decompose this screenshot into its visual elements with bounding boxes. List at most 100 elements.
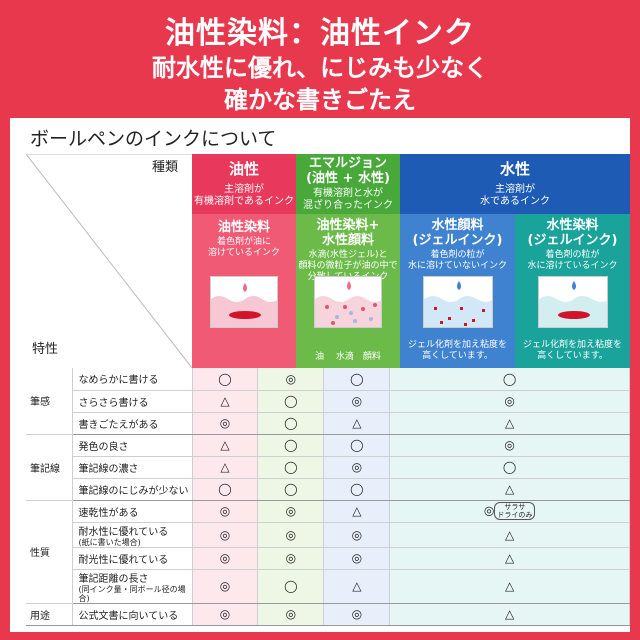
- category-emulsion: エマルジョン (油性 + 水性) 有機溶剤と水が 混ざり合ったインク: [296, 154, 400, 214]
- feature-text: 公式文書に向いている: [78, 610, 179, 622]
- rating-mark: △: [505, 607, 515, 621]
- rating-cell: △: [389, 412, 630, 435]
- rating-cell: ◯: [257, 390, 325, 413]
- table-row: 書きごたえがある ◎ ◯ △ △: [26, 412, 630, 435]
- rating-mark: ◎: [219, 527, 231, 542]
- feature-label: 耐水性に優れている (紙に書いた場合): [72, 522, 193, 548]
- subheadline-2: 確かな書きごたえ: [224, 86, 416, 114]
- rating-mark: △: [220, 438, 230, 452]
- rating-mark: ◎: [219, 416, 231, 430]
- rating-mark: △: [505, 416, 515, 430]
- rating-mark: ◎: [351, 551, 363, 565]
- rating-mark: ◎: [219, 579, 231, 593]
- rating-cell: △: [192, 434, 259, 457]
- table-row: 性質 速乾性がある ◎ ◎ △ ◎ サラサ ドライのみ: [26, 500, 630, 604]
- rating-note: サラサ ドライのみ: [494, 502, 536, 520]
- rating-mark: ◯: [350, 482, 364, 496]
- rating-mark: △: [505, 482, 515, 496]
- category-title: 水性: [499, 160, 530, 178]
- table-row: 筆感 なめらかに書ける ◯ ◎ ◯ ◯: [26, 368, 630, 435]
- feature-label: 公式文書に向いている: [72, 603, 193, 626]
- rating-cell: ◎: [323, 547, 391, 570]
- rating-cell: △: [323, 500, 391, 523]
- rating-mark: △: [352, 416, 362, 430]
- rating-mark: ◎: [351, 460, 363, 474]
- rating-mark: ◎: [219, 551, 231, 565]
- feature-text: 発色の良さ: [78, 441, 129, 453]
- table-row: 筆記線 発色の良さ △ ◯ ◯ ◎: [26, 434, 630, 501]
- rating-cell: ◎: [192, 569, 259, 604]
- feature-label: 発色の良さ: [72, 434, 193, 457]
- rating-cell: ◎: [192, 412, 259, 435]
- category-sub: 主溶剤が 有機溶剤であるインク: [194, 184, 294, 207]
- rating-cell: △: [192, 390, 259, 413]
- rating-mark: ◎: [351, 527, 363, 542]
- subheadline-1: 耐水性に優れ、にじみも少なく: [151, 54, 489, 82]
- subtype-desc: 着色剤の粒が 水に溶けていないインク: [407, 250, 507, 271]
- rating-cell: ◎: [257, 603, 325, 626]
- subtype-foot: ジェル化剤を加え粘度を 高くしています。: [407, 340, 507, 361]
- subtype-water-dye: 水性染料 (ジェルインク) 着色剤の粒が 水に溶けているインク ジェル化剤を加え…: [515, 214, 630, 368]
- rating-mark: ◎: [504, 438, 515, 452]
- rating-mark: ◯: [218, 371, 232, 386]
- group-label: 筆感: [26, 368, 73, 435]
- category-title: エマルジョン (油性 + 水性): [306, 156, 390, 186]
- rating-cell: ◎: [323, 522, 391, 548]
- rating-cell: ◎: [192, 547, 259, 570]
- subtype-title: 油性染料+ 水性顔料: [316, 218, 380, 248]
- group-label: 筆記線: [26, 434, 73, 501]
- subtype-title: 油性染料: [217, 220, 270, 235]
- comparison-table: 筆感 なめらかに書ける ◯ ◎ ◯ ◯ さらさら書ける △ ◯ ◎ ◎ 書きごたえがある ◎ ◯ △ △ 筆記線…: [26, 368, 630, 626]
- rating-cell: ◎: [257, 368, 325, 391]
- feature-label: 速乾性がある: [72, 500, 193, 523]
- feature-label: 筆記線の濃さ: [72, 456, 193, 479]
- rating-cell: ◯: [192, 368, 259, 391]
- header-banner: 油性染料：油性インク 耐水性に優れ、にじみも少なく 確かな書きごたえ: [0, 0, 640, 118]
- pigment-ink-illustration: [423, 276, 493, 328]
- feature-text: 筆記線の濃さ: [78, 463, 139, 475]
- rating-mark: ◎: [285, 527, 297, 542]
- rating-mark: △: [352, 504, 362, 518]
- rating-mark: ◎: [285, 551, 297, 565]
- water-dye-ink-illustration: [538, 276, 608, 328]
- headline: 油性染料：油性インク: [165, 16, 475, 51]
- category-oil: 油性 主溶剤が 有機溶剤であるインク: [192, 154, 296, 214]
- feature-text: さらさら書ける: [78, 397, 149, 409]
- rating-mark: ◯: [350, 371, 364, 386]
- table-row: 筆記距離の長さ (同インク量・同ボール径の場合) ◎ ◯ △ △: [26, 569, 630, 604]
- rating-mark: ◎: [219, 607, 231, 621]
- rating-cell: ◎: [323, 390, 391, 413]
- table-row: 耐光性に優れている ◎ ◎ ◎ △: [26, 547, 630, 570]
- table-row: さらさら書ける △ ◯ ◎ ◎: [26, 390, 630, 413]
- rating-mark: ◎: [285, 607, 297, 621]
- table-row: 耐水性に優れている (紙に書いた場合) ◎ ◎ ◎ △: [26, 522, 630, 548]
- feature-text: 書きごたえがある: [78, 419, 159, 431]
- rating-cell: ◎: [192, 500, 259, 523]
- rating-cell: △: [323, 412, 391, 435]
- rating-mark: ◎: [504, 394, 515, 408]
- rating-mark: ◯: [218, 482, 232, 496]
- subtype-legend: 油 水滴 顔料: [315, 352, 381, 362]
- group-label: 用途: [26, 603, 73, 626]
- feature-note: (同インク量・同ボール径の場合): [78, 584, 186, 603]
- category-sub: 主溶剤が 水であるインク: [480, 184, 550, 207]
- category-title: 油性: [228, 160, 259, 178]
- rating-cell: ◯: [257, 412, 325, 435]
- rating-cell: ◯: [323, 434, 391, 457]
- rating-cell: ◎: [192, 522, 259, 548]
- rating-mark: ◎: [219, 504, 231, 518]
- rating-mark: △: [352, 579, 362, 593]
- corner-diagonal: [26, 154, 192, 368]
- rating-cell: ◎: [389, 390, 630, 413]
- subtype-foot: ジェル化剤を加え粘度を 高くしています。: [522, 340, 622, 361]
- rating-cell: ◯: [192, 478, 259, 501]
- rating-mark: ◯: [284, 482, 298, 496]
- oil-ink-illustration: [210, 276, 278, 328]
- rating-mark: ◯: [284, 460, 298, 474]
- rating-cell: ◯: [389, 456, 630, 479]
- rating-cell: ◎: [257, 500, 325, 523]
- rating-cell: ◎: [323, 456, 391, 479]
- category-sub: 有機溶剤と水が 混ざり合ったインク: [303, 188, 393, 211]
- group-label: 性質: [26, 500, 73, 604]
- rating-cell: ◯: [257, 478, 325, 501]
